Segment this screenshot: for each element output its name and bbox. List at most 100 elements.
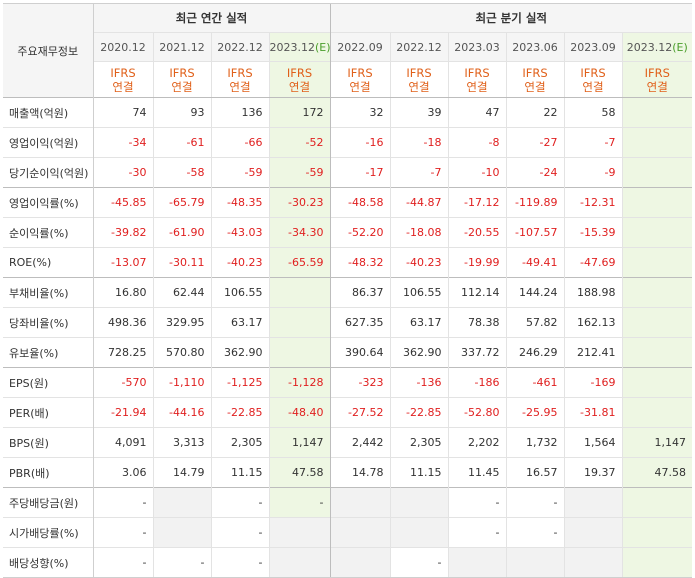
table-cell: 112.14 <box>447 277 506 308</box>
table-cell: 57.82 <box>505 307 564 338</box>
ifrs-basis: IFRS 연결 <box>505 61 564 98</box>
period-header: 2022.12 <box>210 32 269 62</box>
table-cell <box>152 487 211 518</box>
estimate-mark: (E) <box>672 40 688 54</box>
table-row: 배당성향(%) - - - - <box>3 547 692 578</box>
table-cell: -17 <box>329 157 390 188</box>
table-cell: -1,128 <box>268 367 330 398</box>
table-cell: -27.52 <box>329 397 390 428</box>
table-cell: - <box>505 487 564 518</box>
table-cell: - <box>92 517 153 548</box>
table-cell: 570.80 <box>152 337 211 368</box>
ifrs-basis: IFRS 연결 <box>210 61 269 98</box>
table-cell <box>621 217 692 248</box>
ifrs-label: IFRS <box>644 65 670 80</box>
table-cell: - <box>505 517 564 548</box>
group-quarter-header: 최근 분기 실적 <box>329 3 692 33</box>
table-cell: -323 <box>329 367 390 398</box>
row-label: PER(배) <box>3 397 94 428</box>
ifrs-basis: IFRS 연결 <box>152 61 211 98</box>
table-row: EPS(원) -570 -1,110 -1,125 -1,128 -323 -136 -186… <box>3 367 692 398</box>
table-cell: -66 <box>210 127 269 158</box>
table-cell: -52.80 <box>447 397 506 428</box>
row-label: 영업이익(억원) <box>3 127 94 158</box>
table-cell: -7 <box>389 157 448 188</box>
table-row: 순이익률(%) -39.82 -61.90 -43.03 -34.30 -52.20 -18… <box>3 217 692 248</box>
table-cell: -45.85 <box>92 187 153 218</box>
table-cell: - <box>210 517 269 548</box>
table-cell: 188.98 <box>563 277 622 308</box>
period-header: 2023.09 <box>563 32 622 62</box>
period-label: 2020.12 <box>100 40 146 54</box>
ifrs-label: IFRS <box>580 65 606 80</box>
table-cell: -21.94 <box>92 397 153 428</box>
period-label: 2023.06 <box>512 40 558 54</box>
table-cell: 11.45 <box>447 457 506 488</box>
table-cell: - <box>210 487 269 518</box>
period-label: 2023.03 <box>454 40 500 54</box>
table-cell: -22.85 <box>210 397 269 428</box>
row-label: PBR(배) <box>3 457 94 488</box>
table-cell: -40.23 <box>389 247 448 278</box>
consolidated-label: 연결 <box>171 79 193 94</box>
table-cell <box>621 367 692 398</box>
row-label: 부채비율(%) <box>3 277 94 308</box>
table-cell <box>268 277 330 308</box>
table-cell <box>389 487 448 518</box>
consolidated-label: 연결 <box>408 79 430 94</box>
table-cell: -18 <box>389 127 448 158</box>
table-row: 시가배당률(%) - - - - <box>3 517 692 548</box>
table-cell: 47.58 <box>621 457 692 488</box>
table-cell: 74 <box>92 97 153 128</box>
period-label: 2023.12 <box>626 40 673 54</box>
table-row: 주당배당금(원) - - - - - <box>3 487 692 518</box>
table-cell <box>621 337 692 368</box>
table-cell: 728.25 <box>92 337 153 368</box>
ifrs-basis: IFRS 연결 <box>329 61 390 98</box>
table-cell: 2,442 <box>329 427 390 458</box>
table-cell <box>621 157 692 188</box>
table-cell: 78.38 <box>447 307 506 338</box>
table-cell: -44.16 <box>152 397 211 428</box>
ifrs-basis: IFRS 연결 <box>268 61 330 98</box>
table-cell: -9 <box>563 157 622 188</box>
ifrs-basis: IFRS 연결 <box>92 61 153 98</box>
row-label: 주당배당금(원) <box>3 487 94 518</box>
table-cell <box>505 547 564 578</box>
estimate-mark: (E) <box>315 40 330 54</box>
consolidated-label: 연결 <box>646 79 668 94</box>
table-cell: -24 <box>505 157 564 188</box>
table-cell: 63.17 <box>389 307 448 338</box>
table-cell: -570 <box>92 367 153 398</box>
table-cell: -461 <box>505 367 564 398</box>
table-cell: 362.90 <box>389 337 448 368</box>
table-row: BPS(원) 4,091 3,313 2,305 1,147 2,442 2,305 2,20… <box>3 427 692 458</box>
table-cell: -40.23 <box>210 247 269 278</box>
table-cell: -25.95 <box>505 397 564 428</box>
table-cell: 246.29 <box>505 337 564 368</box>
table-cell: 47.58 <box>268 457 330 488</box>
row-label: 유보율(%) <box>3 337 94 368</box>
table-cell: 4,091 <box>92 427 153 458</box>
row-label: ROE(%) <box>3 247 94 278</box>
period-header: 2022.09 <box>329 32 390 62</box>
table-cell <box>621 127 692 158</box>
table-cell <box>389 517 448 548</box>
period-header: 2023.12(E) <box>268 32 330 62</box>
table-cell <box>621 487 692 518</box>
consolidated-label: 연결 <box>229 79 251 94</box>
table-cell: - <box>268 487 330 518</box>
table-cell: 16.57 <box>505 457 564 488</box>
table-cell: -1,125 <box>210 367 269 398</box>
table-cell: - <box>447 517 506 548</box>
table-cell: -65.79 <box>152 187 211 218</box>
table-cell: - <box>92 547 153 578</box>
table-cell: 106.55 <box>389 277 448 308</box>
table-cell: 627.35 <box>329 307 390 338</box>
table-cell: -8 <box>447 127 506 158</box>
table-cell <box>329 547 390 578</box>
table-cell: -47.69 <box>563 247 622 278</box>
table-cell: 14.79 <box>152 457 211 488</box>
table-cell: -15.39 <box>563 217 622 248</box>
table-cell <box>621 307 692 338</box>
